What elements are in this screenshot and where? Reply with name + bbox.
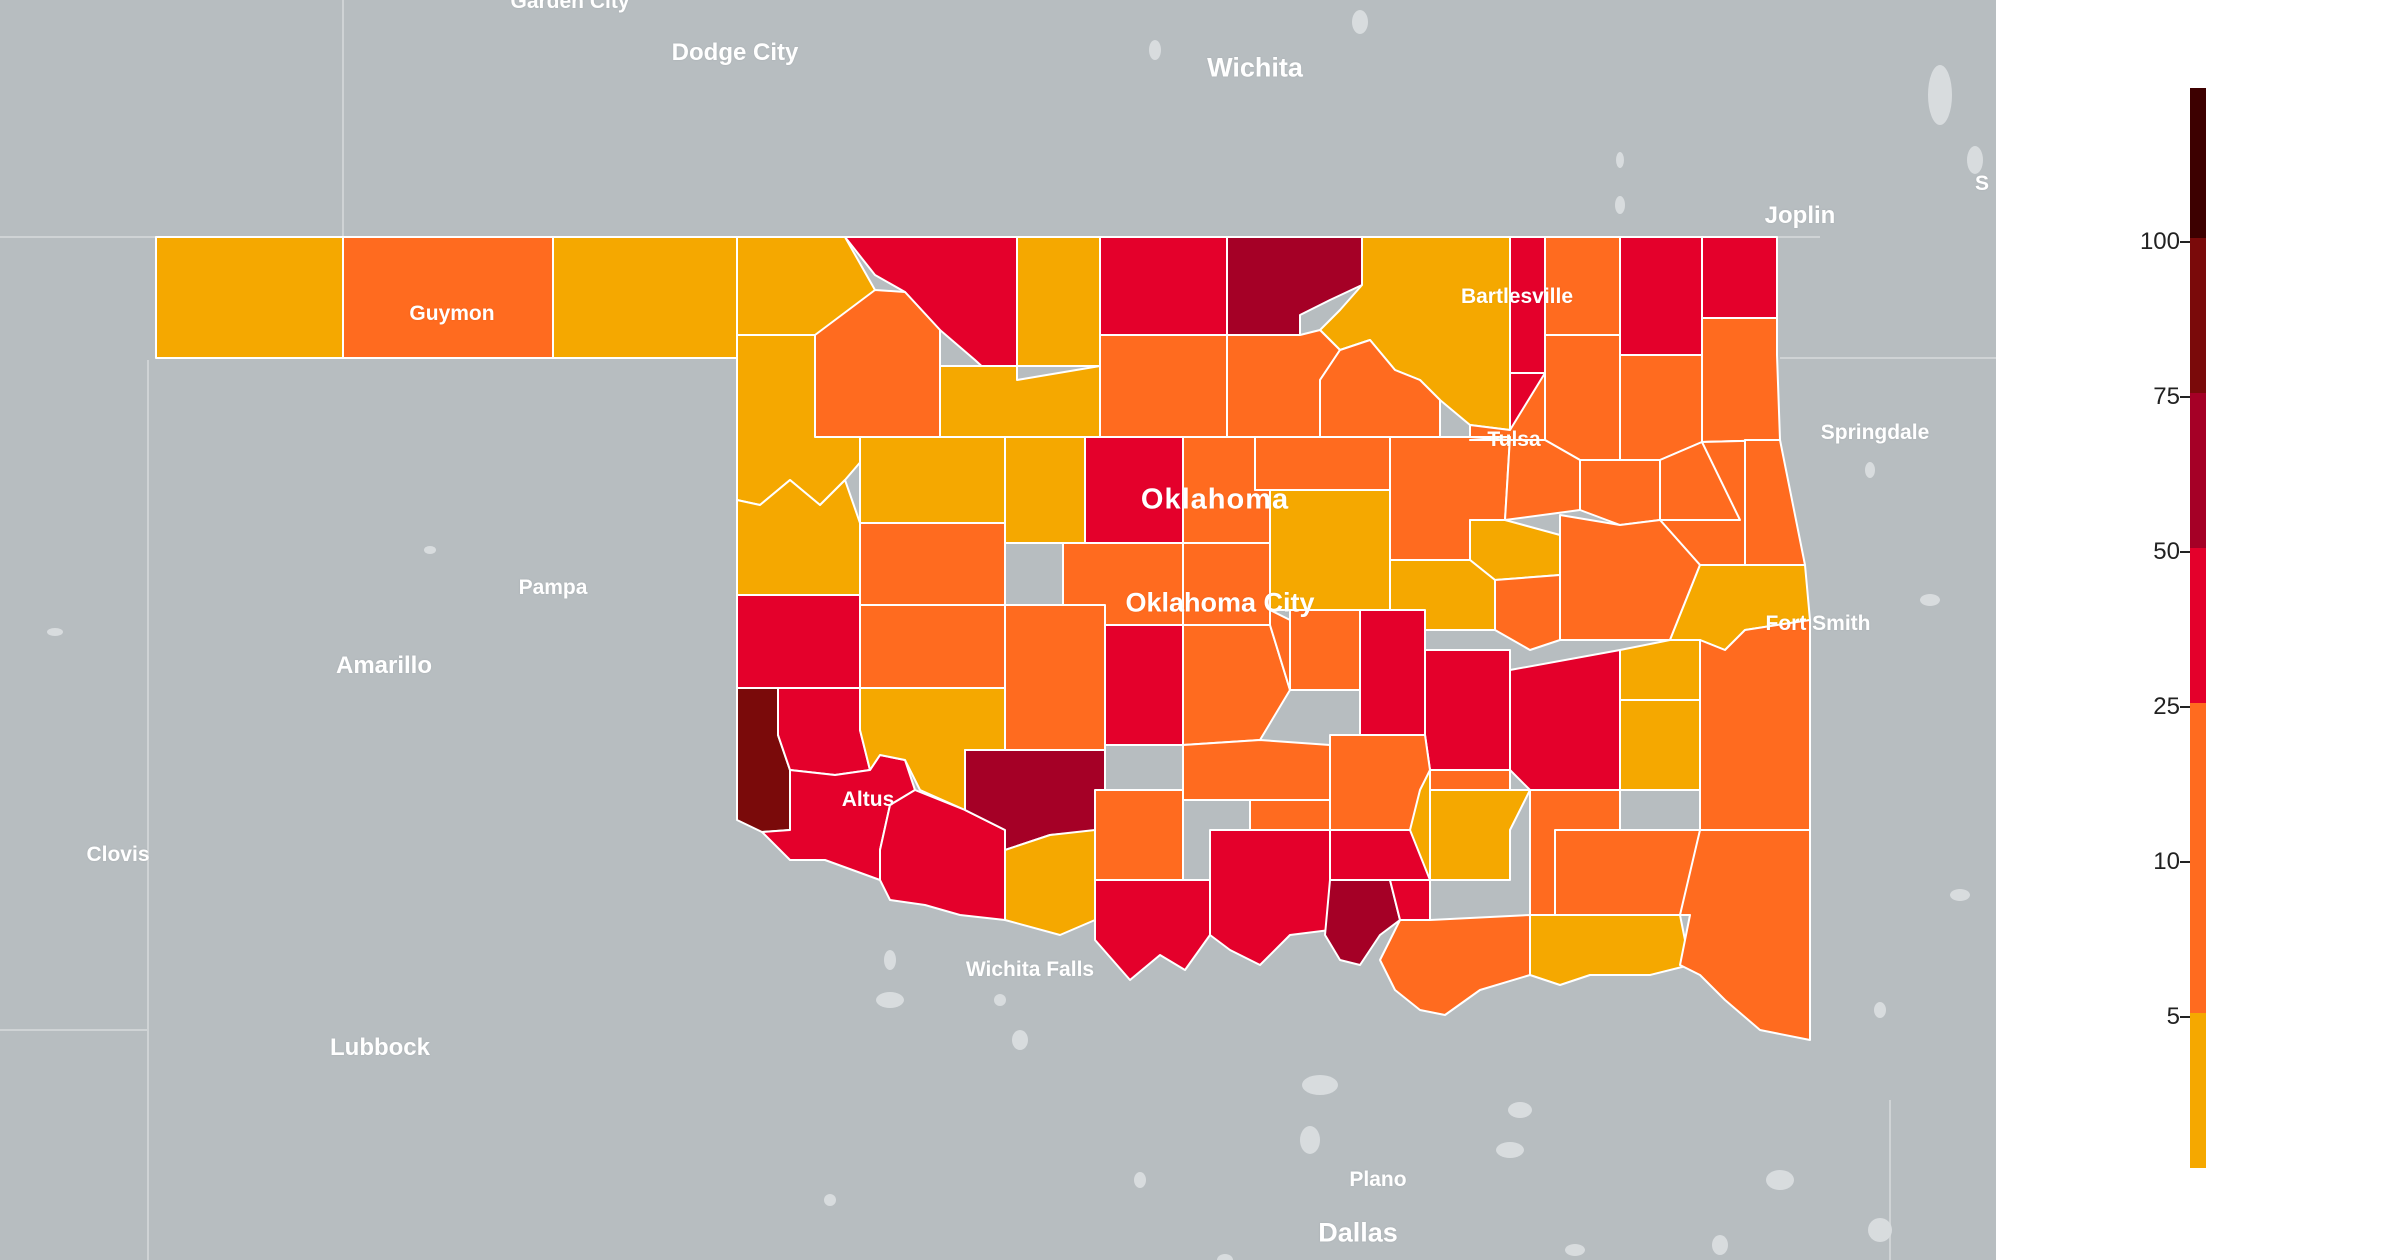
city-label-guymon: Guymon bbox=[409, 302, 495, 325]
county-beckham bbox=[736, 594, 861, 689]
county-atoka2 bbox=[1409, 769, 1431, 881]
county-cotton bbox=[1004, 829, 1096, 936]
county-craig bbox=[1619, 236, 1703, 356]
county-washita bbox=[859, 604, 1006, 689]
legend-label-50: 50 bbox=[2153, 538, 2180, 565]
county-pittsburg bbox=[1509, 649, 1621, 791]
city-label-wichita: Wichita bbox=[1207, 52, 1303, 83]
city-label-wichita-falls: Wichita Falls bbox=[965, 958, 1095, 981]
city-label-lubbock: Lubbock bbox=[330, 1034, 430, 1061]
choropleth-map[interactable]: Garden City Dodge City Wichita Joplin Gu… bbox=[0, 0, 1996, 1260]
city-label-dallas: Dallas bbox=[1318, 1217, 1398, 1248]
county-choctaw bbox=[1529, 914, 1691, 986]
city-label-pampa: Pampa bbox=[518, 576, 588, 599]
county-mcclain bbox=[1182, 624, 1291, 746]
county-wagoner bbox=[1579, 459, 1661, 526]
legend-label-75: 75 bbox=[2153, 383, 2180, 410]
city-label-s-edge: S bbox=[1974, 172, 1990, 195]
city-label-joplin: Joplin bbox=[1764, 202, 1836, 229]
city-label-bartlesville: Bartlesville bbox=[1460, 285, 1574, 308]
legend-swatch-25-50 bbox=[2190, 548, 2206, 703]
city-label-springdale: Springdale bbox=[1820, 421, 1930, 444]
legend-swatch-0-5 bbox=[2190, 1013, 2206, 1168]
county-rogers bbox=[1544, 334, 1621, 461]
county-mccurtain bbox=[1679, 829, 1811, 1041]
county-jackson bbox=[761, 754, 916, 881]
city-label-tulsa: Tulsa bbox=[1487, 428, 1541, 451]
county-leflore bbox=[1699, 619, 1811, 831]
county-mcintosh bbox=[1494, 574, 1561, 651]
county-grady bbox=[1104, 624, 1184, 746]
county-cimarron bbox=[155, 236, 344, 359]
map-canvas bbox=[0, 0, 1996, 1260]
county-tillman bbox=[879, 789, 1006, 921]
county-custer bbox=[859, 522, 1006, 606]
county-carter bbox=[1209, 829, 1331, 966]
county-hughes bbox=[1424, 649, 1511, 771]
legend-tick bbox=[2180, 396, 2190, 398]
legend-swatch-top bbox=[2190, 88, 2206, 238]
county-shapes[interactable] bbox=[155, 236, 1811, 1041]
legend-tick bbox=[2180, 706, 2190, 708]
county-grant bbox=[1099, 236, 1228, 336]
county-pushmataha2 bbox=[1554, 829, 1701, 916]
county-alfalfa bbox=[1016, 236, 1101, 367]
county-bryan bbox=[1379, 914, 1531, 1016]
county-latimer bbox=[1619, 699, 1701, 791]
city-label-dodge-city: Dodge City bbox=[671, 39, 799, 66]
city-label-plano: Plano bbox=[1349, 1168, 1407, 1191]
county-dewey bbox=[859, 436, 1006, 524]
county-jefferson bbox=[1094, 879, 1211, 981]
county-woodward bbox=[814, 289, 941, 438]
legend-swatch-50-75 bbox=[2190, 393, 2206, 548]
county-pottawatomie bbox=[1289, 609, 1361, 691]
county-texas bbox=[342, 236, 554, 359]
county-greer bbox=[777, 687, 871, 776]
legend-label-25: 25 bbox=[2153, 693, 2180, 720]
county-garfield bbox=[1099, 334, 1228, 438]
water-features bbox=[47, 10, 1983, 1260]
county-caddo bbox=[1004, 604, 1106, 751]
county-kiowa bbox=[859, 687, 1006, 811]
legend-swatch-5-10 bbox=[2190, 858, 2206, 1013]
county-blaine bbox=[1004, 436, 1086, 544]
city-label-garden-city: Garden City bbox=[510, 0, 630, 13]
city-label-amarillo: Amarillo bbox=[335, 652, 433, 679]
county-garvin bbox=[1182, 739, 1331, 801]
city-label-oklahoma-city: Oklahoma City bbox=[1125, 587, 1315, 618]
legend-swatch-10-25 bbox=[2190, 703, 2206, 858]
legend-label-5: 5 bbox=[2166, 1003, 2180, 1030]
county-haskell bbox=[1619, 639, 1701, 701]
color-legend: 100 75 50 25 10 5 bbox=[2100, 88, 2240, 1188]
county-delaware bbox=[1701, 317, 1781, 443]
county-payne bbox=[1254, 436, 1391, 491]
county-ottawa bbox=[1701, 236, 1778, 319]
county-atoka bbox=[1429, 789, 1531, 881]
state-label-oklahoma: Oklahoma bbox=[1140, 483, 1290, 516]
county-stephens bbox=[1094, 789, 1184, 881]
legend-tick bbox=[2180, 241, 2190, 243]
city-label-clovis: Clovis bbox=[86, 843, 150, 866]
legend-label-100: 100 bbox=[2139, 228, 2180, 255]
legend-label-10: 10 bbox=[2153, 848, 2180, 875]
county-mayes bbox=[1619, 354, 1703, 461]
county-major bbox=[939, 365, 1101, 438]
city-label-fort-smith: Fort Smith bbox=[1765, 612, 1871, 635]
legend-swatch-75-100 bbox=[2190, 238, 2206, 393]
county-seminole bbox=[1359, 609, 1426, 736]
legend-tick bbox=[2180, 1016, 2190, 1018]
legend-tick bbox=[2180, 551, 2190, 553]
county-beaver bbox=[552, 236, 738, 359]
county-adair2 bbox=[1744, 439, 1806, 566]
city-label-altus: Altus bbox=[841, 788, 895, 811]
legend-tick bbox=[2180, 861, 2190, 863]
